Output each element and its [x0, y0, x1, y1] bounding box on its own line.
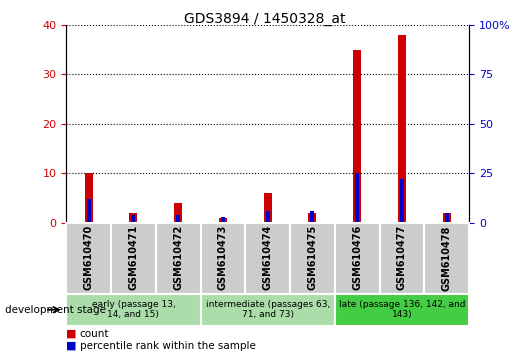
Bar [221, 217, 225, 223]
Bar [111, 223, 156, 294]
Bar [445, 213, 449, 223]
Text: GSM610474: GSM610474 [263, 225, 272, 290]
Text: late (passage 136, 142, and
143): late (passage 136, 142, and 143) [339, 300, 465, 319]
Bar [355, 173, 359, 223]
Bar [425, 223, 469, 294]
Text: GSM610470: GSM610470 [84, 225, 94, 290]
Text: GSM610471: GSM610471 [128, 225, 138, 290]
Bar [219, 218, 227, 223]
Bar [353, 50, 361, 223]
Bar [131, 215, 135, 223]
Text: GSM610473: GSM610473 [218, 225, 228, 290]
Bar [85, 173, 93, 223]
Bar [200, 294, 335, 326]
Bar [156, 223, 200, 294]
Text: GSM610476: GSM610476 [352, 225, 362, 290]
Bar [129, 213, 137, 223]
Bar [176, 215, 180, 223]
Text: GSM610477: GSM610477 [397, 225, 407, 290]
Bar [379, 223, 425, 294]
Text: GSM610475: GSM610475 [307, 225, 317, 290]
Text: GSM610472: GSM610472 [173, 225, 183, 290]
Text: ■: ■ [66, 341, 80, 351]
Bar [398, 35, 406, 223]
Bar [66, 294, 200, 326]
Bar [200, 223, 245, 294]
Bar [245, 223, 290, 294]
Bar [86, 199, 91, 223]
Bar [335, 223, 379, 294]
Text: count: count [80, 329, 109, 339]
Text: GDS3894 / 1450328_at: GDS3894 / 1450328_at [184, 12, 346, 27]
Text: intermediate (passages 63,
71, and 73): intermediate (passages 63, 71, and 73) [206, 300, 330, 319]
Bar [311, 211, 314, 223]
Bar [66, 223, 111, 294]
Text: ■: ■ [66, 329, 80, 339]
Bar [443, 213, 450, 223]
Bar [290, 223, 335, 294]
Text: early (passage 13,
14, and 15): early (passage 13, 14, and 15) [92, 300, 175, 319]
Bar [400, 179, 404, 223]
Text: development stage: development stage [5, 305, 107, 315]
Bar [266, 211, 270, 223]
Bar [174, 203, 182, 223]
Text: GSM610478: GSM610478 [441, 225, 452, 291]
Bar [308, 213, 316, 223]
Bar [335, 294, 469, 326]
Bar [263, 193, 272, 223]
Text: percentile rank within the sample: percentile rank within the sample [80, 341, 255, 351]
